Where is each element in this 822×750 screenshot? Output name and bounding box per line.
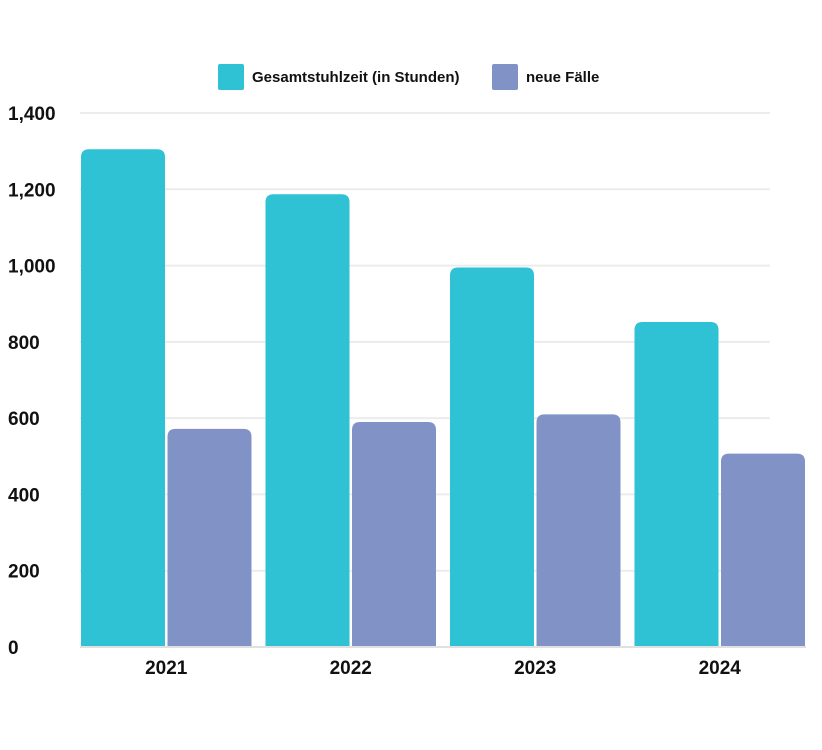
- y-tick-label: 800: [8, 333, 40, 354]
- x-axis: 2021 2022 2023 2024: [80, 646, 806, 679]
- y-tick-label: 1,400: [8, 104, 56, 125]
- bar-neue-faelle-2021: [167, 428, 252, 647]
- bars: [81, 149, 805, 647]
- legend-label-1: neue Fälle: [526, 69, 599, 86]
- bar-gesamtstuhlzeit-2021: [81, 149, 165, 647]
- legend-label-0: Gesamtstuhlzeit (in Stunden): [252, 69, 460, 86]
- x-tick-label: 2023: [514, 658, 556, 679]
- bar-gesamtstuhlzeit-2023: [450, 267, 534, 647]
- y-tick-label: 600: [8, 409, 40, 430]
- y-tick-label: 400: [8, 485, 40, 506]
- bar-neue-faelle-2024: [721, 453, 805, 647]
- legend-swatch-0: [218, 64, 244, 90]
- bar-neue-faelle-2023: [536, 414, 621, 647]
- bar-gesamtstuhlzeit-2022: [265, 194, 350, 647]
- x-tick-label: 2022: [330, 658, 372, 679]
- legend: Gesamtstuhlzeit (in Stunden) neue Fälle: [218, 64, 599, 90]
- bar-neue-faelle-2022: [352, 421, 436, 647]
- y-tick-label: 1,000: [8, 257, 56, 278]
- y-axis: 0 200 400 600 800 1,000 1,200 1,400: [8, 104, 56, 659]
- y-tick-label: 1,200: [8, 180, 56, 201]
- y-tick-label: 200: [8, 562, 40, 583]
- bar-gesamtstuhlzeit-2024: [634, 322, 719, 647]
- legend-swatch-1: [492, 64, 518, 90]
- y-tick-label: 0: [8, 638, 19, 659]
- x-tick-label: 2024: [699, 658, 742, 679]
- x-tick-label: 2021: [145, 658, 188, 679]
